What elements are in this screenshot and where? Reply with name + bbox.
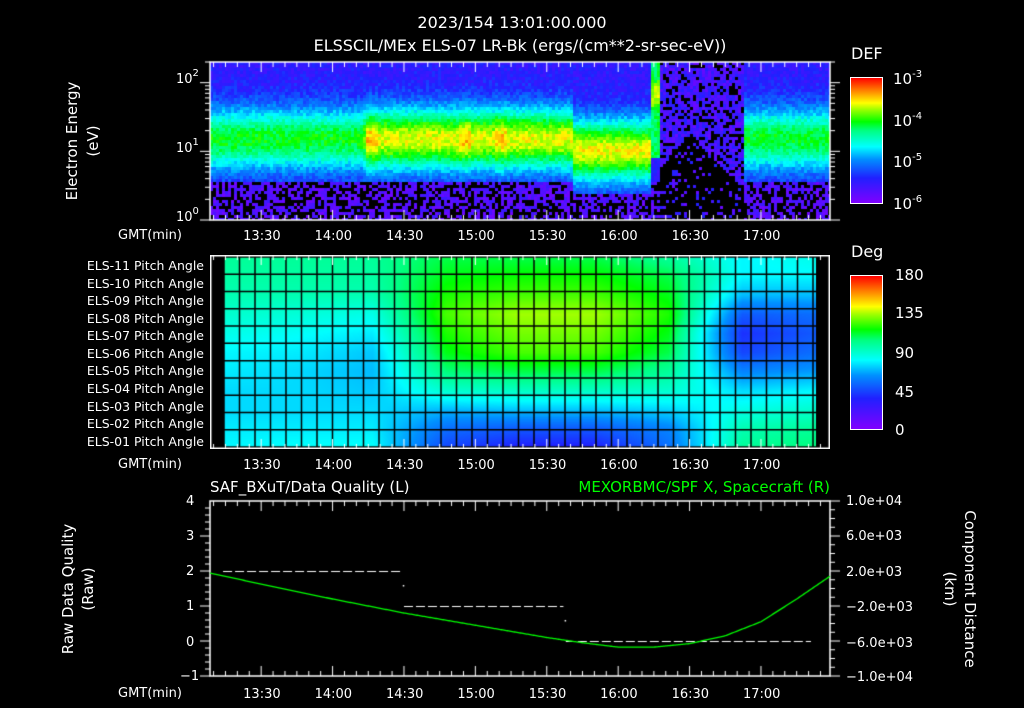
- panel3-ylabel-right-units: (km): [941, 509, 959, 669]
- panel3-ylabel-right-line2: (km): [941, 571, 959, 607]
- time-tick-1630: 16:30: [671, 229, 710, 244]
- row-label-els-08: ELS-08 Pitch Angle: [86, 311, 204, 326]
- time-tick-1400: 14:00: [314, 229, 353, 244]
- time-tick-1400: 14:00: [314, 458, 353, 473]
- time-tick-1530: 15:30: [528, 687, 567, 702]
- colorbar1-title: DEF: [851, 44, 883, 63]
- panel3-ylabel-right-line1: Component Distance: [961, 510, 979, 668]
- panel3-title-left: SAF_BXuT/Data Quality (L): [210, 478, 410, 496]
- time-tick-1530: 15:30: [528, 458, 567, 473]
- panel1-xaxis-label: GMT(min): [118, 228, 182, 243]
- time-tick-1430: 14:30: [385, 458, 424, 473]
- row-label-els-04: ELS-04 Pitch Angle: [86, 381, 204, 396]
- pitch-angle-plot[interactable]: [210, 255, 830, 449]
- panel3-ytick-right-2e3: 2.0e+03: [846, 565, 903, 580]
- row-label-els-11: ELS-11 Pitch Angle: [86, 258, 204, 273]
- row-label-els-10: ELS-10 Pitch Angle: [86, 276, 204, 291]
- row-label-els-07: ELS-07 Pitch Angle: [86, 328, 204, 343]
- time-tick-1700: 17:00: [742, 458, 781, 473]
- panel3-title-right: MEXORBMC/SPF X, Spacecraft (R): [578, 478, 830, 496]
- panel3-ytick-right-6e3: 6.0e+03: [846, 529, 903, 544]
- panel3-ylabel-left-line1: Raw Data Quality: [59, 523, 77, 655]
- time-tick-1330: 13:30: [243, 458, 281, 473]
- colorbar2-title: Deg: [851, 242, 884, 261]
- time-tick-1700: 17:00: [742, 687, 781, 702]
- colorbar2-tick-90: 90: [895, 344, 915, 362]
- time-tick-1330: 13:30: [243, 229, 281, 244]
- row-label-els-05: ELS-05 Pitch Angle: [86, 363, 204, 378]
- colorbar1-tick-1e-5: 10-5: [893, 152, 923, 171]
- colorbar2-tick-0: 0: [895, 421, 905, 439]
- time-tick-1700: 17:00: [742, 229, 781, 244]
- row-label-els-02: ELS-02 Pitch Angle: [86, 416, 204, 431]
- colorbar-pitch-angle: [850, 275, 883, 430]
- panel1-axes: [180, 56, 860, 226]
- panel1-ylabel-line1: Electron Energy: [63, 81, 81, 201]
- colorbar1-tick-1e-3: 10-3: [893, 69, 923, 88]
- panel3-ytick-right-neg2e3: −2.0e+03: [846, 600, 913, 615]
- row-label-els-06: ELS-06 Pitch Angle: [86, 346, 204, 361]
- row-label-els-03: ELS-03 Pitch Angle: [86, 399, 204, 414]
- panel3-ylabel-left-units: (Raw): [79, 509, 97, 669]
- panel3-ytick-right-1e4: 1.0e+04: [846, 494, 903, 509]
- time-tick-1400: 14:00: [314, 687, 353, 702]
- panel3-xaxis-label: GMT(min): [118, 686, 182, 701]
- time-tick-1430: 14:30: [385, 229, 424, 244]
- data-quality-line-plot[interactable]: [180, 495, 860, 685]
- time-tick-1600: 16:00: [600, 458, 638, 473]
- colorbar2-tick-180: 180: [895, 266, 924, 284]
- time-tick-1500: 15:00: [457, 229, 495, 244]
- time-tick-1600: 16:00: [600, 687, 638, 702]
- plot-timestamp: 2023/154 13:01:00.000: [417, 13, 607, 32]
- row-label-els-09: ELS-09 Pitch Angle: [86, 293, 204, 308]
- colorbar1-tick-1e-6: 10-6: [893, 194, 923, 213]
- panel1-ylabel-units: (eV): [84, 61, 102, 221]
- time-tick-1530: 15:30: [528, 229, 567, 244]
- panel1-ylabel: Electron Energy: [63, 61, 81, 221]
- panel3-ylabel-right: Component Distance: [961, 509, 979, 669]
- panel2-xaxis-label: GMT(min): [118, 457, 182, 472]
- time-tick-1500: 15:00: [457, 458, 495, 473]
- colorbar2-tick-135: 135: [895, 304, 924, 322]
- colorbar2-tick-45: 45: [895, 383, 915, 401]
- plot-subtitle: ELSSCIL/MEx ELS-07 LR-Bk (ergs/(cm**2-sr…: [313, 36, 727, 55]
- row-label-els-01: ELS-01 Pitch Angle: [86, 434, 204, 449]
- time-tick-1430: 14:30: [385, 687, 424, 702]
- colorbar1-tick-1e-4: 10-4: [893, 111, 923, 130]
- panel3-ylabel-left: Raw Data Quality: [59, 509, 77, 669]
- time-tick-1630: 16:30: [671, 687, 710, 702]
- time-tick-1630: 16:30: [671, 458, 710, 473]
- panel3-ytick-right-neg1e4: −1.0e+04: [846, 670, 913, 685]
- time-tick-1600: 16:00: [600, 229, 638, 244]
- time-tick-1330: 13:30: [243, 687, 281, 702]
- panel1-ylabel-line2: (eV): [84, 125, 102, 157]
- panel3-ytick-right-neg6e3: −6.0e+03: [846, 636, 913, 651]
- panel3-ylabel-left-line2: (Raw): [79, 567, 97, 611]
- colorbar-def: [850, 77, 883, 204]
- time-tick-1500: 15:00: [457, 687, 495, 702]
